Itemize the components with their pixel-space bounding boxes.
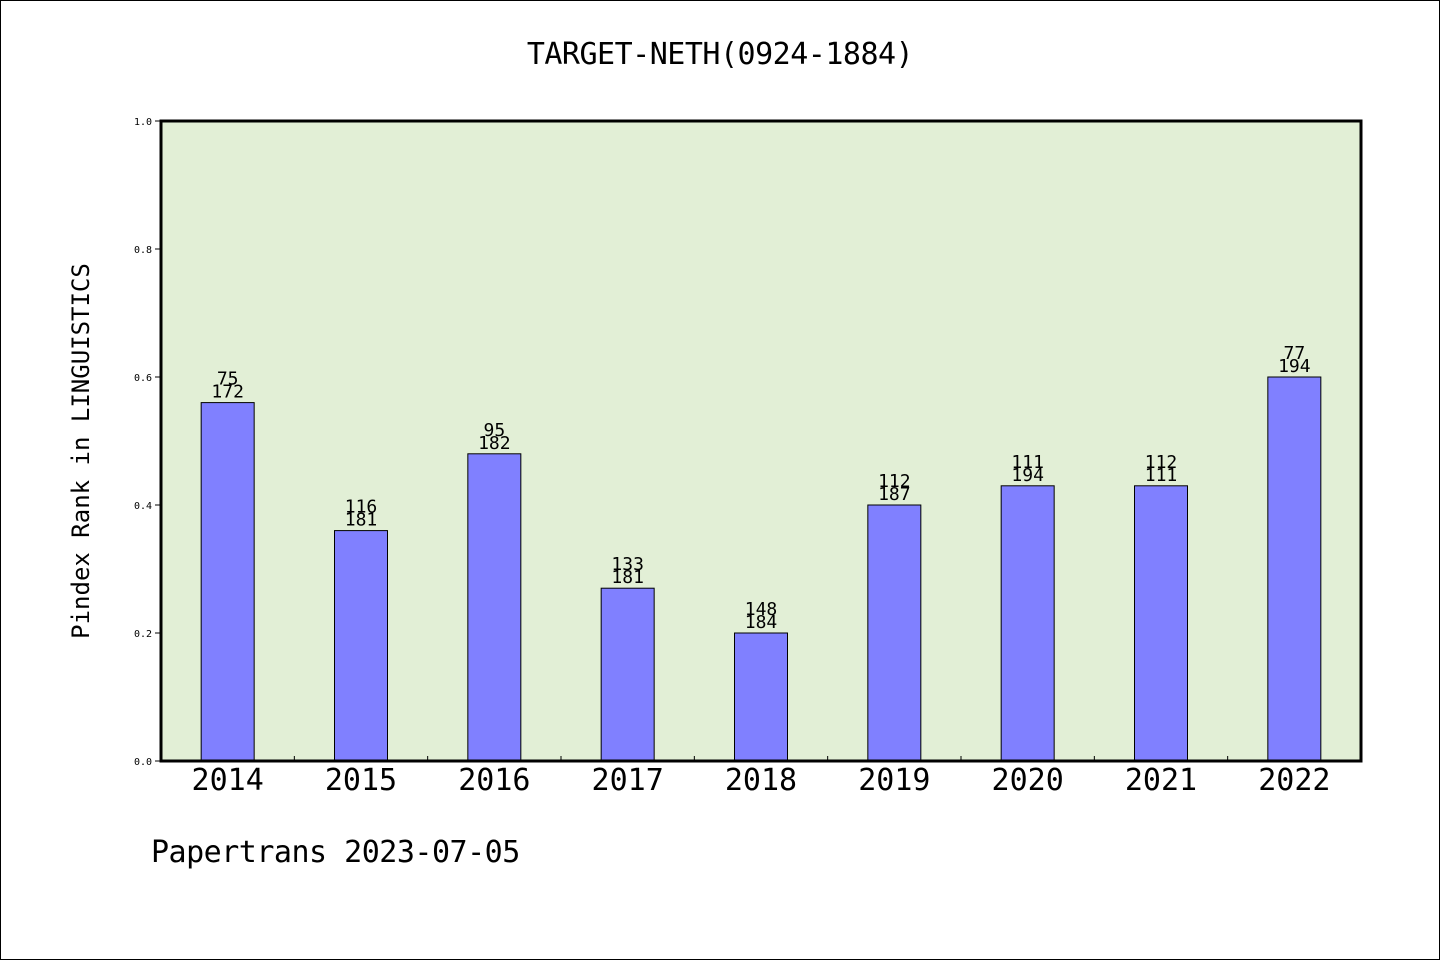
footer-credit: Papertrans 2023-07-05 (151, 835, 520, 870)
bar-annotation-top: 75 (217, 369, 239, 390)
bar-annotation-top: 111 (1011, 452, 1044, 473)
bar-annotation-bottom: 194 (1278, 356, 1311, 377)
x-tick-label: 2021 (1125, 763, 1197, 798)
y-tick-label: 0.6 (134, 373, 152, 384)
bar (1134, 485, 1188, 762)
bar-annotation-top: 112 (878, 471, 911, 492)
bar (867, 504, 922, 762)
bar-annotation-bottom: 194 (1011, 465, 1044, 486)
bar-annotation-top: 77 (1283, 343, 1305, 364)
x-tick-label: 2016 (458, 763, 530, 798)
bar-annotation-top: 148 (745, 599, 778, 620)
bar-annotation-top: 112 (1145, 452, 1178, 473)
bar (1000, 485, 1055, 762)
bar (334, 530, 388, 762)
bar-annotation-bottom: 111 (1145, 465, 1178, 486)
chart-title: TARGET-NETH(0924-1884) (526, 37, 914, 72)
bar-annotation-bottom: 184 (745, 612, 778, 633)
x-tick-label: 2022 (1258, 763, 1330, 798)
bar-annotation-top: 133 (611, 554, 644, 575)
y-tick-label: 0.8 (134, 245, 152, 256)
bar-annotation-bottom: 187 (878, 484, 911, 505)
bar (1267, 376, 1322, 762)
y-tick-label: 0.2 (134, 629, 152, 640)
bar (467, 453, 522, 762)
y-tick-label: 1.0 (134, 117, 152, 128)
bar (200, 402, 255, 762)
bar-annotation-top: 116 (345, 497, 378, 518)
y-tick-label: 0.0 (134, 757, 152, 768)
bar-annotation-top: 95 (483, 420, 505, 441)
bar-annotation-bottom: 182 (478, 433, 511, 454)
x-tick-label: 2020 (992, 763, 1064, 798)
bar-annotation-bottom: 181 (611, 567, 644, 588)
bar (734, 632, 788, 762)
x-tick-label: 2018 (725, 763, 797, 798)
y-tick-label: 0.4 (134, 501, 152, 512)
x-tick-label: 2019 (858, 763, 930, 798)
bar-annotation-bottom: 181 (345, 510, 378, 531)
plot-border (159, 119, 1363, 763)
x-tick-label: 2017 (592, 763, 664, 798)
x-tick-label: 2015 (325, 763, 397, 798)
bar (600, 587, 655, 762)
x-tick-label: 2014 (192, 763, 264, 798)
bar-annotation-bottom: 172 (211, 382, 244, 403)
